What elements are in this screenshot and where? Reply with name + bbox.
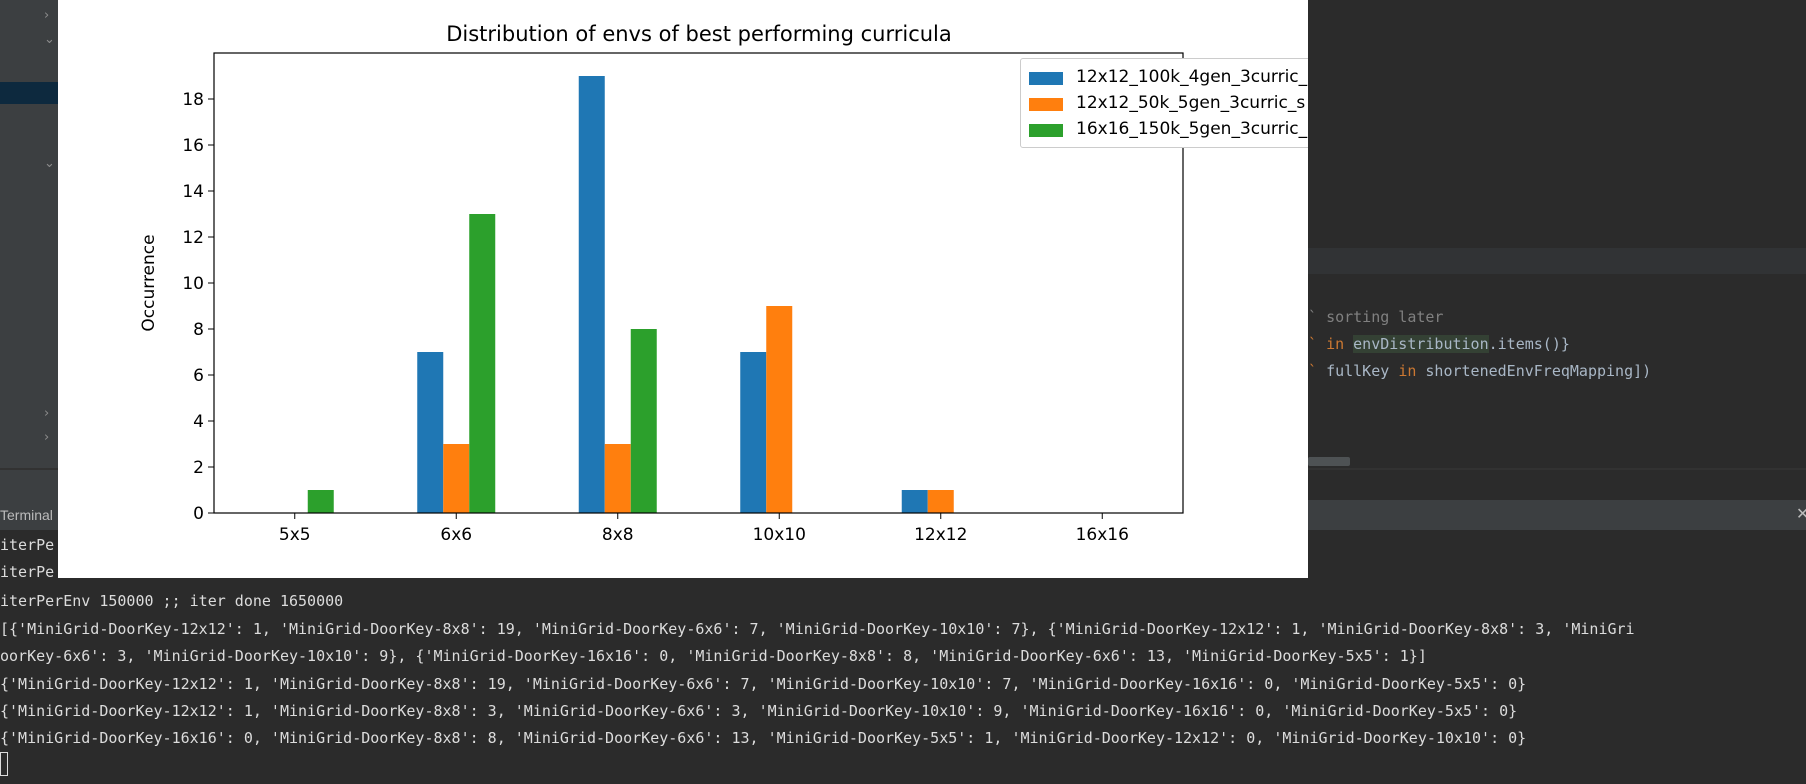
- y-tick-label: 4: [193, 412, 204, 432]
- x-tick-label: 16x16: [1076, 525, 1129, 545]
- code-line[interactable]: ` fullKey in shortenedEnvFreqMapping]): [1308, 362, 1652, 380]
- legend-item: 12x12_100k_4gen_3curric_: [1021, 63, 1308, 89]
- code-keyword: in: [1398, 362, 1417, 380]
- code-text: .items()}: [1488, 335, 1570, 353]
- y-tick-label: 6: [193, 366, 204, 386]
- editor-breadcrumb-bar: [1308, 248, 1806, 274]
- chart-bar: [927, 490, 954, 513]
- close-icon[interactable]: ✕: [1796, 506, 1806, 523]
- legend-label: 12x12_50k_5gen_3curric_s: [1076, 93, 1306, 113]
- x-tick-label: 12x12: [914, 525, 967, 545]
- y-tick-label: 16: [182, 136, 204, 156]
- code-identifier: fullKey: [1326, 362, 1390, 380]
- y-tick-label: 2: [193, 458, 204, 478]
- chart-bar: [740, 352, 767, 513]
- terminal-line: {'MiniGrid-DoorKey-12x12': 1, 'MiniGrid-…: [0, 702, 1518, 720]
- code-editor[interactable]: [1308, 274, 1806, 468]
- x-tick-label: 6x6: [440, 525, 472, 545]
- terminal-line: {'MiniGrid-DoorKey-12x12': 1, 'MiniGrid-…: [0, 675, 1527, 693]
- terminal-line: [{'MiniGrid-DoorKey-12x12': 1, 'MiniGrid…: [0, 620, 1635, 638]
- y-tick-label: 12: [182, 228, 204, 248]
- chart-legend: 12x12_100k_4gen_3curric_ 12x12_50k_5gen_3…: [1020, 58, 1308, 148]
- legend-swatch: [1029, 124, 1063, 137]
- terminal-line: oorKey-6x6': 3, 'MiniGrid-DoorKey-10x10'…: [0, 647, 1427, 665]
- legend-item: 16x16_150k_5gen_3curric_: [1021, 115, 1308, 141]
- chart-bar: [578, 76, 605, 513]
- legend-swatch: [1029, 72, 1063, 85]
- chevron-right-icon[interactable]: ›: [44, 406, 50, 421]
- code-keyword: in: [1326, 335, 1345, 353]
- legend-label: 12x12_100k_4gen_3curric_: [1076, 67, 1308, 87]
- terminal-tab[interactable]: Terminal: [0, 507, 53, 523]
- chart-bar: [307, 490, 334, 513]
- chart-bar: [604, 444, 631, 513]
- chart-bar: [417, 352, 444, 513]
- plot-window[interactable]: Distribution of envs of best performing …: [58, 0, 1308, 578]
- project-tool-window: [0, 0, 58, 500]
- terminal-line: iterPe: [0, 563, 55, 581]
- y-tick-label: 14: [182, 182, 204, 202]
- chart-bar: [901, 490, 928, 513]
- y-axis-label: Occurrence: [139, 234, 159, 331]
- code-line[interactable]: ` sorting later: [1308, 308, 1444, 326]
- x-tick-label: 8x8: [602, 525, 634, 545]
- bar-chart: 0 2 4 6 8 10 12 14 16 18 5x5 6x6 8x8 10x10 12x12 16x16 O…: [139, 52, 1184, 545]
- chevron-right-icon[interactable]: ›: [44, 8, 50, 23]
- chevron-down-icon[interactable]: ⌄: [44, 156, 55, 171]
- code-identifier: envDistribution: [1353, 335, 1489, 353]
- terminal-cursor: [0, 752, 8, 776]
- legend-item: 12x12_50k_5gen_3curric_s: [1021, 89, 1308, 115]
- chart-bar: [443, 444, 470, 513]
- chart-bar: [469, 214, 496, 513]
- y-tick-label: 0: [193, 504, 204, 524]
- selected-tree-row[interactable]: [0, 82, 58, 104]
- editor-area: [1308, 0, 1806, 248]
- y-tick-label: 10: [182, 274, 204, 294]
- x-tick-label: 5x5: [279, 525, 311, 545]
- legend-swatch: [1029, 98, 1063, 111]
- terminal-line: iterPe: [0, 536, 55, 554]
- chevron-right-icon[interactable]: ›: [44, 430, 50, 445]
- x-tick-label: 10x10: [753, 525, 806, 545]
- y-tick-label: 8: [193, 320, 204, 340]
- code-line[interactable]: ` in envDistribution.items()}: [1308, 335, 1570, 353]
- chart-bar: [766, 306, 793, 513]
- chevron-down-icon[interactable]: ⌄: [44, 32, 55, 47]
- chart-title: Distribution of envs of best performing …: [446, 22, 952, 46]
- chart-bar: [630, 329, 657, 513]
- terminal-line: iterPerEnv 150000 ;; iter done 1650000: [0, 592, 344, 610]
- y-tick-label: 18: [182, 90, 204, 110]
- horizontal-scrollbar[interactable]: [1308, 457, 1350, 466]
- code-comment: sorting later: [1326, 308, 1444, 326]
- terminal-line: {'MiniGrid-DoorKey-16x16': 0, 'MiniGrid-…: [0, 729, 1527, 747]
- code-text: shortenedEnvFreqMapping]): [1425, 362, 1652, 380]
- legend-label: 16x16_150k_5gen_3curric_: [1076, 119, 1308, 139]
